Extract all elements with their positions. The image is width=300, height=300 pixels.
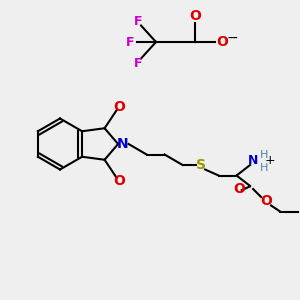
Text: H: H	[260, 149, 268, 160]
Text: N: N	[117, 137, 128, 151]
Text: S: S	[196, 158, 206, 172]
Text: O: O	[189, 10, 201, 23]
Text: +: +	[264, 154, 275, 167]
Text: O: O	[261, 194, 272, 208]
Text: H: H	[260, 163, 268, 173]
Text: −: −	[227, 31, 238, 44]
Text: F: F	[134, 14, 142, 28]
Text: F: F	[134, 56, 142, 70]
Text: F: F	[126, 35, 135, 49]
Text: O: O	[114, 174, 125, 188]
Text: O: O	[216, 35, 228, 49]
Text: O: O	[114, 100, 125, 114]
Text: O: O	[234, 182, 245, 196]
Text: N: N	[248, 154, 258, 167]
